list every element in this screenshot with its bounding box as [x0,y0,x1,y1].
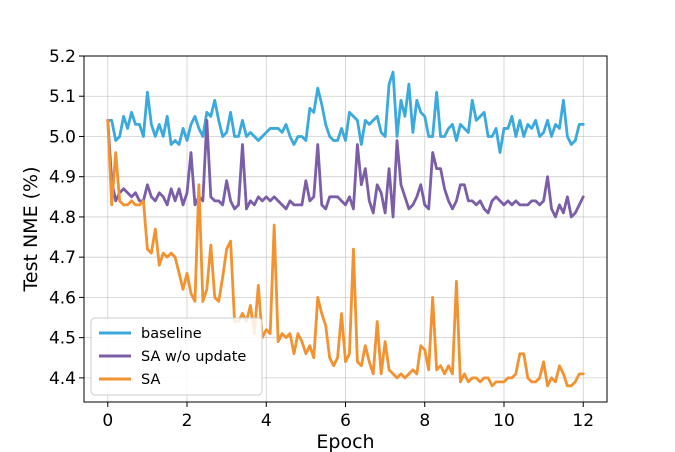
y-axis-ticks: 4.4 4.5 4.6 4.7 4.8 4.9 5.0 5.1 5.2 [49,47,84,389]
legend-box [90,317,263,396]
y-tick-label: 5.2 [49,47,76,67]
x-tick-label: 8 [419,411,430,431]
legend-label: baseline [141,326,202,342]
series-line-baseline [106,70,585,154]
y-tick-label: 5.1 [49,87,76,107]
y-tick-label: 4.5 [49,329,76,349]
series-line-sa-w-o-update [106,118,585,219]
y-tick-label: 4.4 [49,369,76,389]
x-axis-label: Epoch [316,431,374,452]
x-axis-ticks: 0 2 4 6 8 10 12 [102,402,594,431]
y-tick-label: 4.6 [49,288,76,308]
x-tick-label: 10 [493,411,515,431]
y-tick-label: 4.9 [49,168,76,188]
x-tick-label: 12 [572,411,594,431]
x-tick-label: 2 [182,411,193,431]
series-line-sa [106,118,585,388]
x-tick-label: 6 [340,411,351,431]
legend-label: SA w/o update [141,349,246,365]
series-lines [106,70,585,388]
legend: baseline SA w/o update SA [90,317,263,396]
y-tick-label: 5.0 [49,127,76,147]
legend-label: SA [141,372,160,388]
y-axis-label: Test NME (%) [20,167,42,293]
y-tick-label: 4.7 [49,248,76,268]
y-tick-label: 4.8 [49,208,76,228]
x-tick-label: 4 [261,411,272,431]
x-tick-label: 0 [102,411,113,431]
